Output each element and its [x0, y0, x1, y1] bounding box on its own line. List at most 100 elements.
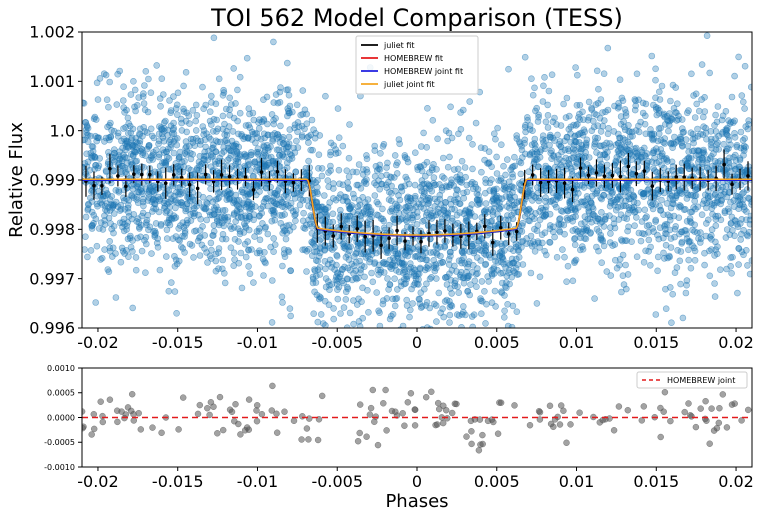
raw-flux-point	[99, 190, 107, 198]
residual-point	[298, 436, 305, 443]
raw-flux-point	[443, 238, 450, 245]
residual-point	[723, 424, 731, 431]
raw-flux-point	[230, 262, 237, 270]
raw-flux-point	[554, 192, 561, 200]
raw-flux-point	[142, 68, 150, 75]
raw-flux-point	[607, 272, 615, 279]
raw-flux-point	[354, 239, 362, 246]
raw-flux-point	[267, 153, 275, 161]
residual-point	[273, 429, 281, 436]
raw-flux-point	[746, 270, 752, 278]
raw-flux-point	[406, 306, 414, 314]
raw-flux-point	[212, 267, 220, 275]
raw-flux-point	[134, 215, 142, 222]
raw-flux-point	[371, 179, 378, 187]
raw-flux-point	[142, 185, 150, 193]
raw-flux-point	[143, 240, 150, 248]
raw-flux-point	[577, 145, 585, 153]
raw-flux-point	[155, 140, 162, 148]
raw-flux-point	[597, 220, 604, 227]
residual-point	[567, 421, 574, 428]
residual-point	[97, 398, 104, 405]
raw-flux-point	[333, 280, 341, 288]
raw-flux-point	[430, 212, 437, 220]
raw-flux-point	[274, 99, 282, 107]
raw-flux-point	[150, 134, 158, 142]
raw-flux-point	[385, 196, 393, 203]
raw-flux-point	[260, 272, 267, 279]
raw-flux-point	[142, 269, 149, 277]
raw-flux-point	[373, 289, 381, 296]
raw-flux-point	[449, 217, 456, 225]
raw-flux-point	[530, 160, 538, 167]
raw-flux-point	[462, 239, 470, 247]
binned-flux-point	[746, 174, 750, 178]
residual-point	[744, 406, 752, 414]
raw-flux-point	[572, 64, 579, 71]
raw-flux-point	[325, 169, 332, 176]
raw-flux-point	[173, 309, 180, 317]
raw-flux-point	[327, 148, 334, 156]
raw-flux-point	[663, 230, 670, 238]
raw-flux-point	[635, 122, 642, 130]
raw-flux-point	[672, 223, 680, 230]
raw-flux-point	[712, 111, 719, 119]
raw-flux-point	[748, 83, 752, 91]
raw-flux-point	[685, 246, 692, 254]
raw-flux-point	[147, 125, 155, 133]
raw-flux-point	[480, 250, 488, 257]
raw-flux-point	[366, 335, 372, 341]
raw-flux-point	[334, 295, 342, 303]
raw-flux-point	[140, 100, 148, 107]
raw-flux-point	[660, 249, 667, 257]
raw-flux-point	[327, 139, 335, 147]
raw-flux-point	[576, 246, 584, 254]
raw-flux-point	[420, 129, 427, 137]
raw-flux-point	[722, 183, 730, 190]
residual-point	[82, 424, 86, 432]
raw-flux-point	[518, 142, 525, 150]
raw-flux-point	[284, 112, 291, 120]
binned-flux-point	[610, 173, 615, 178]
raw-flux-point	[189, 151, 196, 158]
raw-flux-point	[489, 211, 497, 219]
raw-flux-point	[446, 319, 453, 326]
binned-flux-point	[538, 180, 543, 185]
raw-flux-point	[138, 247, 146, 255]
raw-flux-point	[326, 218, 333, 226]
y-tick-label: 0.0000	[47, 413, 75, 422]
raw-flux-point	[723, 193, 731, 201]
binned-flux-point	[594, 171, 599, 175]
raw-flux-point	[632, 214, 640, 221]
raw-flux-point	[694, 125, 701, 133]
x-tick-label: 0.005	[474, 333, 520, 352]
raw-flux-point	[329, 185, 337, 192]
raw-flux-point	[203, 199, 210, 206]
y-tick-label: 0.997	[29, 269, 75, 288]
residual-point	[128, 390, 136, 398]
raw-flux-point	[209, 232, 216, 239]
raw-flux-point	[448, 215, 456, 222]
binned-flux-point	[530, 173, 535, 177]
raw-flux-point	[652, 311, 660, 318]
raw-flux-point	[527, 208, 535, 215]
raw-flux-point	[227, 223, 234, 230]
raw-flux-point	[268, 277, 276, 284]
binned-flux-point	[275, 169, 280, 174]
raw-flux-point	[340, 304, 348, 311]
raw-flux-point	[632, 144, 640, 152]
raw-flux-point	[473, 265, 481, 272]
residual-point	[706, 440, 713, 447]
raw-flux-point	[478, 278, 486, 285]
binned-flux-point	[219, 173, 224, 177]
binned-flux-point	[331, 234, 336, 238]
raw-flux-point	[458, 324, 465, 328]
residual-point	[484, 417, 492, 425]
raw-flux-point	[237, 249, 245, 257]
raw-flux-point	[346, 121, 353, 128]
y-tick-label: -0.0005	[44, 438, 75, 447]
raw-flux-point	[337, 191, 344, 198]
raw-flux-point	[230, 65, 237, 72]
raw-flux-point	[233, 197, 241, 204]
raw-flux-point	[740, 147, 748, 154]
